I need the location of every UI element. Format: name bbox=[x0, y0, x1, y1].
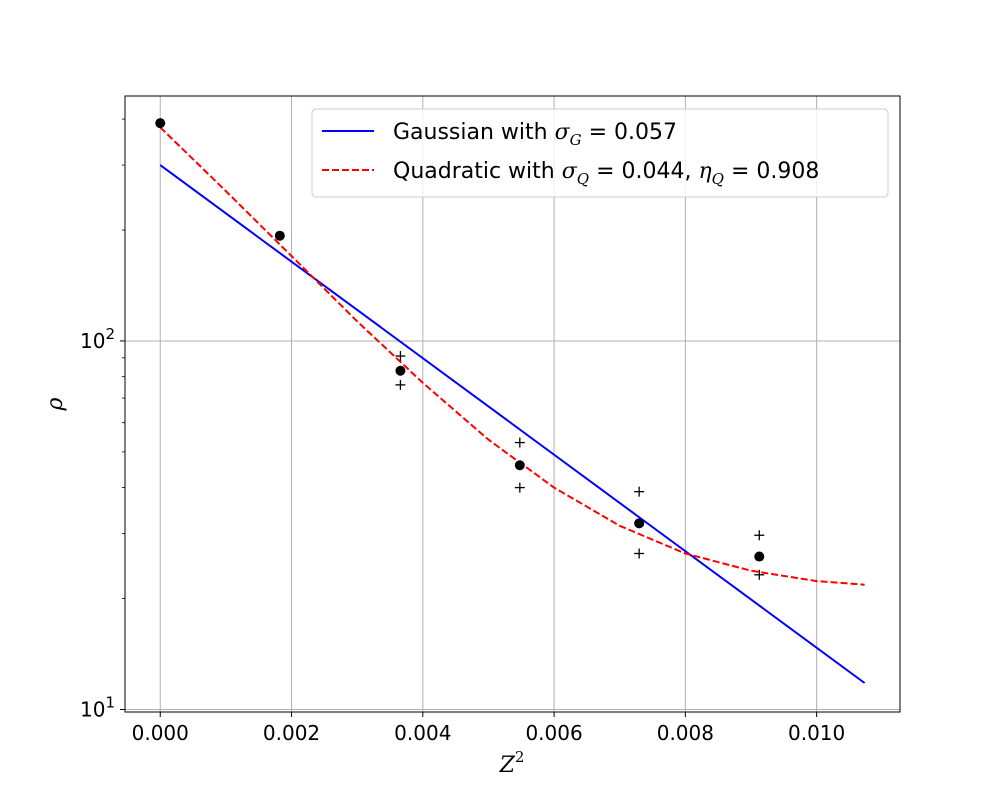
legend-box bbox=[311, 108, 889, 198]
series-lines bbox=[159, 126, 866, 684]
data-point bbox=[155, 118, 166, 129]
plot-frame bbox=[124, 95, 901, 713]
grid bbox=[125, 96, 900, 712]
error-marker bbox=[514, 482, 525, 493]
data-point bbox=[274, 230, 285, 241]
error-marker bbox=[395, 379, 406, 390]
error-marker bbox=[634, 548, 645, 559]
series-line-1 bbox=[159, 164, 866, 684]
x-axis-label: Z2 bbox=[499, 748, 525, 778]
error-marker bbox=[514, 437, 525, 448]
x-tick-label: 0.010 bbox=[788, 721, 845, 745]
x-tick-label: 0.006 bbox=[525, 721, 582, 745]
data-points bbox=[155, 118, 765, 562]
error-marker bbox=[754, 569, 765, 580]
error-marker bbox=[634, 486, 645, 497]
data-point bbox=[395, 365, 406, 376]
legend: Gaussian with σG = 0.057 Quadratic with σ… bbox=[311, 108, 889, 198]
error-markers bbox=[395, 351, 765, 580]
x-tick-label: 0.002 bbox=[263, 721, 320, 745]
data-point bbox=[634, 518, 645, 529]
legend-label-2: Quadratic with σQ = 0.044, ηQ = 0.908 bbox=[393, 159, 819, 188]
x-tick-label: 0.000 bbox=[132, 721, 189, 745]
data-point bbox=[514, 460, 525, 471]
y-tick-label: 101 bbox=[80, 693, 115, 721]
x-tick-label: 0.008 bbox=[657, 721, 714, 745]
error-marker bbox=[395, 351, 406, 362]
y-tick-label: 102 bbox=[80, 325, 115, 353]
error-marker bbox=[754, 530, 765, 541]
data-point bbox=[754, 551, 765, 562]
y-axis-label: ρ bbox=[43, 397, 68, 411]
y-axis-ticks: 101 102 bbox=[80, 118, 125, 721]
x-axis-ticks: 0.000 0.002 0.004 0.006 0.008 0.010 bbox=[132, 712, 845, 745]
x-tick-label: 0.004 bbox=[394, 721, 451, 745]
legend-label-1: Gaussian with σG = 0.057 bbox=[393, 120, 677, 149]
